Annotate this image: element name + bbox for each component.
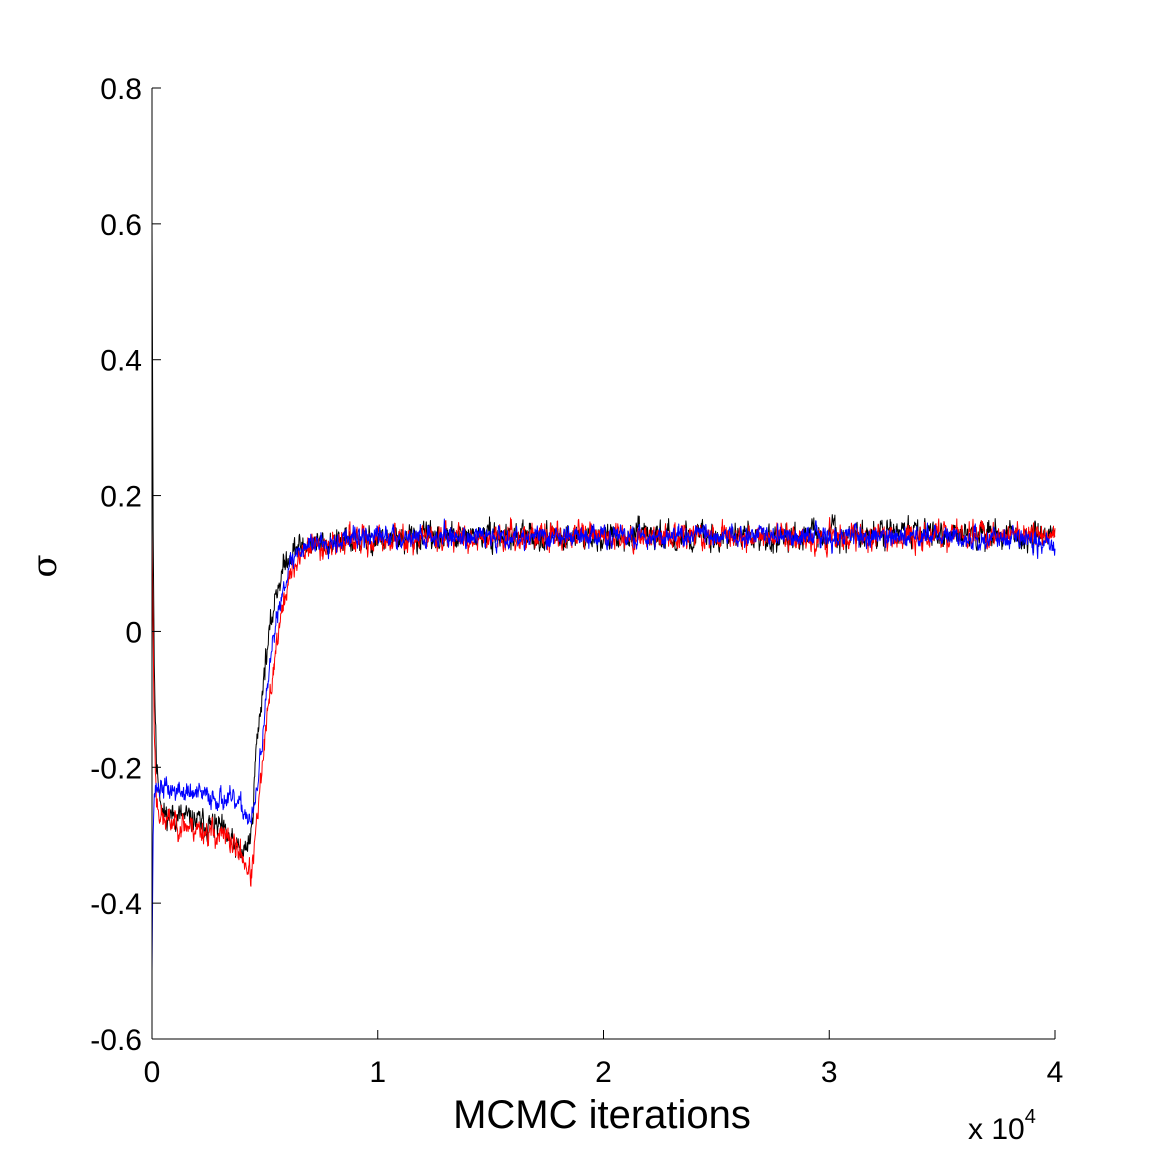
- y-tick-label: 0.6: [100, 209, 142, 242]
- y-tick-label: 0: [125, 616, 142, 649]
- x-tick-label: 1: [369, 1056, 386, 1089]
- x-axis-title: MCMC iterations: [453, 1093, 751, 1137]
- x-tick-label: 4: [1047, 1056, 1064, 1089]
- x-multiplier: x 104: [968, 1106, 1036, 1146]
- y-tick-label: -0.6: [90, 1024, 142, 1057]
- series-layer: [151, 223, 1056, 972]
- series-line-3: [151, 518, 1056, 972]
- x-multiplier-exponent: 4: [1025, 1106, 1036, 1128]
- y-tick-label: 0.4: [100, 345, 142, 378]
- series-line-2: [151, 517, 1056, 887]
- x-tick-label: 2: [595, 1056, 612, 1089]
- y-tick-label: -0.4: [90, 888, 142, 921]
- axes-layer: -0.6 -0.4 -0.2 0 0.2 0.4 0.6 0.8 0 1 2 3 4: [90, 73, 1063, 1089]
- y-tick-label: 0.2: [100, 481, 142, 514]
- x-tick-label: 3: [821, 1056, 838, 1089]
- labels-layer: MCMC iterations σ x 104: [25, 554, 1036, 1146]
- x-tick-label: 0: [144, 1056, 161, 1089]
- y-axis-title: σ: [25, 554, 65, 577]
- x-multiplier-base: x 10: [968, 1113, 1025, 1146]
- y-tick-label: -0.2: [90, 752, 142, 785]
- y-tick-label: 0.8: [100, 73, 142, 106]
